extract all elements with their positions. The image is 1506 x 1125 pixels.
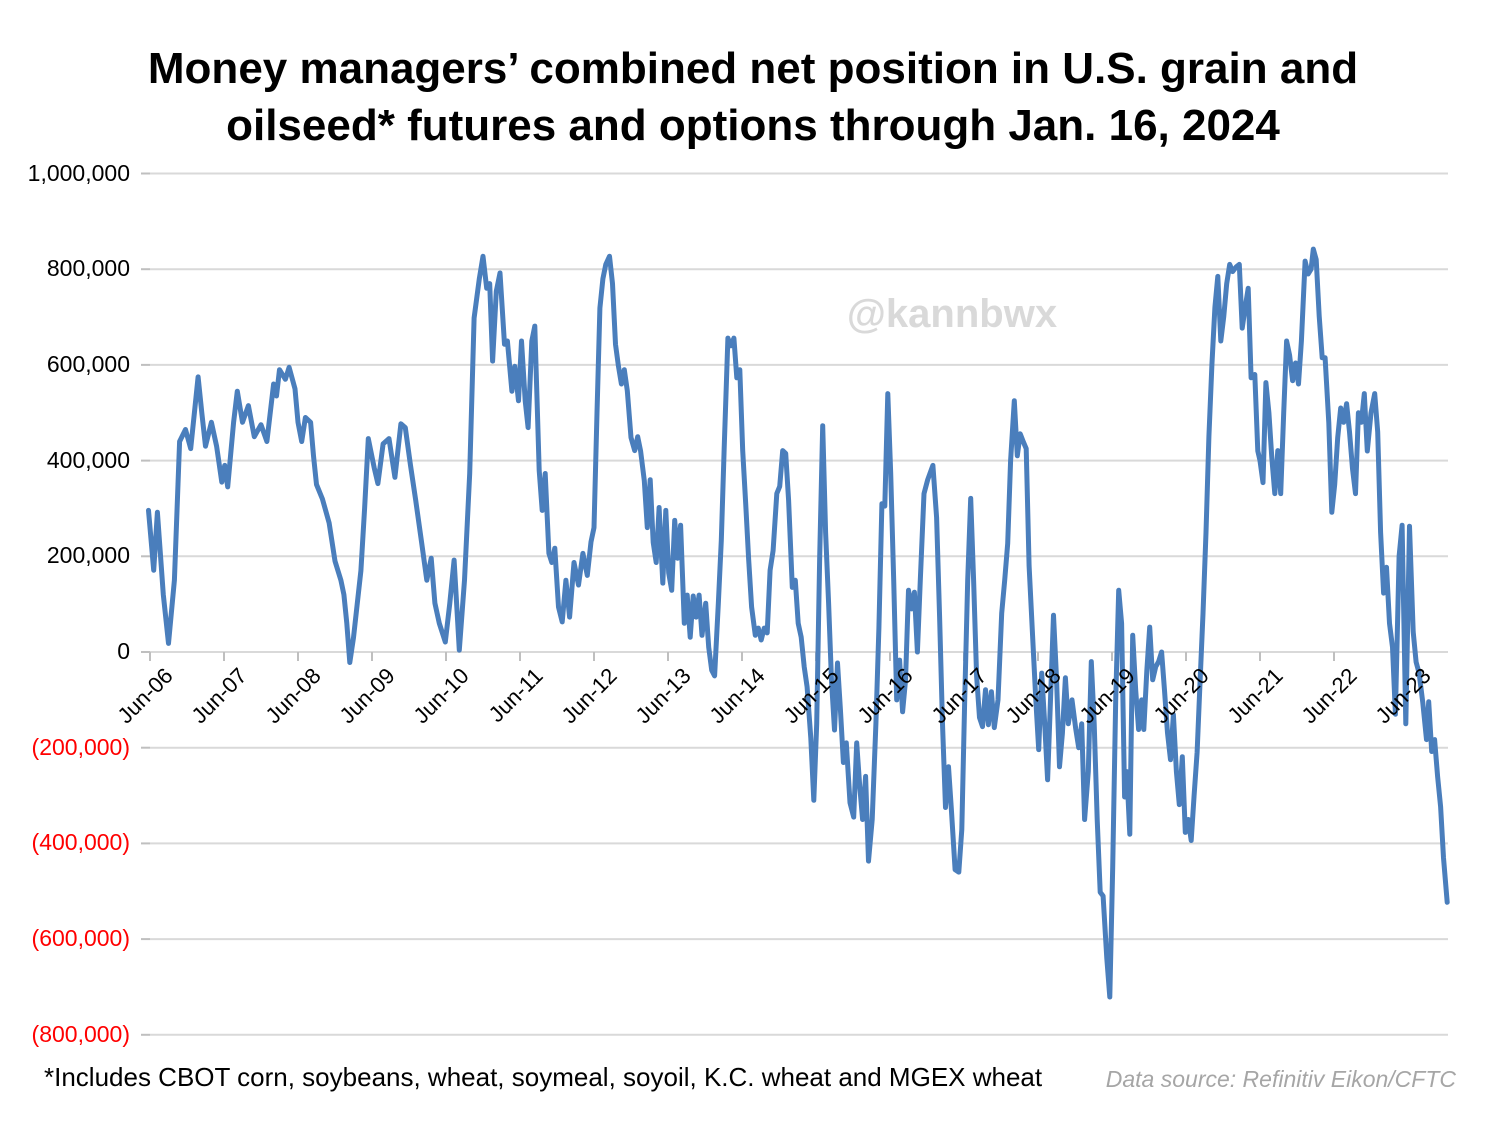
watermark: @kannbwx (846, 292, 1058, 336)
chart-title-line1: Money managers’ combined net position in… (147, 44, 1359, 93)
net-position-line (146, 246, 1450, 1000)
y-axis-label: (800,000) (31, 1020, 130, 1047)
y-axis-label: (600,000) (31, 925, 130, 952)
y-axis-label: 200,000 (46, 542, 130, 569)
chart-title: Money managers’ combined net position in… (0, 40, 1506, 154)
y-axis-label: 1,000,000 (27, 159, 130, 186)
footnote: *Includes CBOT corn, soybeans, wheat, so… (44, 1062, 1043, 1092)
y-axis-label: 600,000 (46, 350, 130, 377)
y-axis-label: (400,000) (31, 829, 130, 856)
gridlines (150, 172, 1448, 1036)
data-source: Data source: Refinitiv Eikon/CFTC (1105, 1066, 1456, 1092)
y-axis-label: 800,000 (46, 255, 130, 282)
y-axis-label: 400,000 (46, 446, 130, 473)
y-axis-label: (200,000) (31, 733, 130, 760)
chart-title-line2: oilseed* futures and options through Jan… (226, 101, 1280, 151)
y-axis-label: 0 (117, 638, 130, 664)
